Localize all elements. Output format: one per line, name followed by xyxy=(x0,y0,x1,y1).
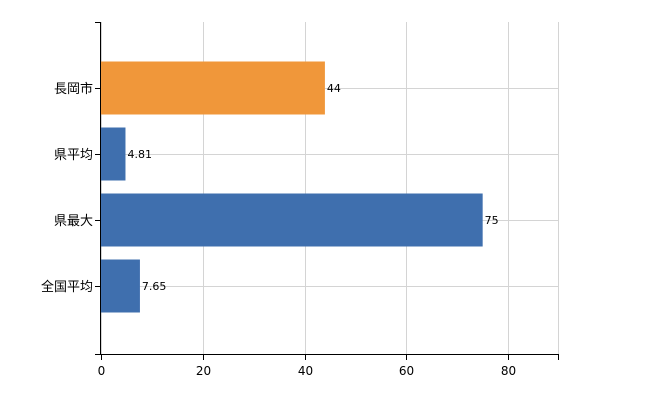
bar-3 xyxy=(101,259,140,313)
category-label-3: 全国平均 xyxy=(41,279,93,295)
x-tick-label-3: 60 xyxy=(399,364,414,378)
value-label-3: 7.65 xyxy=(142,280,167,293)
bar-0 xyxy=(101,61,325,115)
category-label-1: 県平均 xyxy=(54,148,93,163)
x-tick-label-0: 0 xyxy=(98,364,106,378)
bar-1 xyxy=(101,127,126,181)
x-tick-label-2: 40 xyxy=(298,364,313,378)
value-label-2: 75 xyxy=(485,214,499,227)
value-label-0: 44 xyxy=(327,82,341,95)
category-label-2: 県最大 xyxy=(54,214,93,229)
x-tick-label-1: 20 xyxy=(196,364,211,378)
value-label-1: 4.81 xyxy=(127,148,152,161)
bar-2 xyxy=(101,193,483,247)
category-label-0: 長岡市 xyxy=(54,81,93,97)
x-tick-label-4: 80 xyxy=(501,364,516,378)
